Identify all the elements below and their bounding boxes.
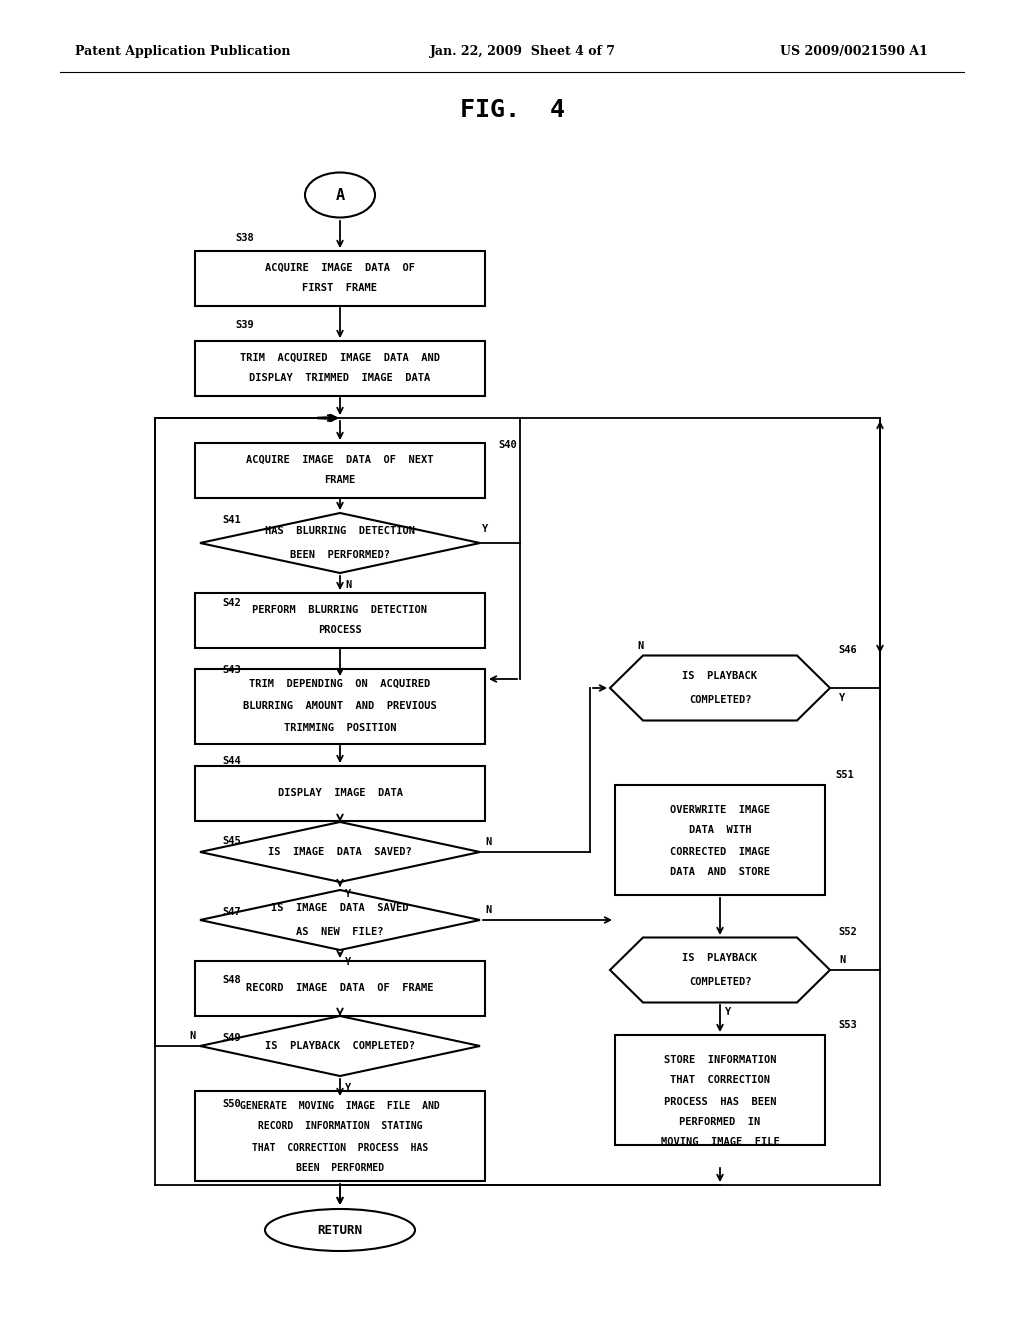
Text: PERFORM  BLURRING  DETECTION: PERFORM BLURRING DETECTION [253, 605, 427, 615]
Text: PROCESS: PROCESS [318, 624, 361, 635]
Text: OVERWRITE  IMAGE: OVERWRITE IMAGE [670, 805, 770, 814]
Text: ACQUIRE  IMAGE  DATA  OF: ACQUIRE IMAGE DATA OF [265, 263, 415, 273]
Polygon shape [200, 513, 480, 573]
Bar [195, 593, 485, 648]
Text: S42: S42 [222, 598, 241, 609]
Text: Y: Y [482, 524, 488, 535]
Text: N: N [188, 1031, 196, 1041]
Text: FRAME: FRAME [325, 475, 355, 484]
Text: S53: S53 [838, 1020, 857, 1030]
Text: PERFORMED  IN: PERFORMED IN [679, 1117, 761, 1127]
Text: HAS  BLURRING  DETECTION: HAS BLURRING DETECTION [265, 525, 415, 536]
Text: IS  IMAGE  DATA  SAVED: IS IMAGE DATA SAVED [271, 903, 409, 913]
Text: Y: Y [725, 1007, 731, 1016]
Polygon shape [610, 937, 830, 1002]
Text: CORRECTED  IMAGE: CORRECTED IMAGE [670, 847, 770, 857]
Bar [615, 785, 825, 895]
Text: BLURRING  AMOUNT  AND  PREVIOUS: BLURRING AMOUNT AND PREVIOUS [243, 701, 437, 711]
Text: US 2009/0021590 A1: US 2009/0021590 A1 [780, 45, 928, 58]
Text: S47: S47 [222, 907, 241, 917]
Text: S52: S52 [838, 927, 857, 937]
Text: S40: S40 [498, 440, 517, 450]
Bar [195, 251, 485, 305]
Text: DATA  AND  STORE: DATA AND STORE [670, 867, 770, 876]
Text: IS  PLAYBACK  COMPLETED?: IS PLAYBACK COMPLETED? [265, 1041, 415, 1051]
Text: S48: S48 [222, 975, 241, 985]
Text: IS  IMAGE  DATA  SAVED?: IS IMAGE DATA SAVED? [268, 847, 412, 857]
Text: STORE  INFORMATION: STORE INFORMATION [664, 1055, 776, 1065]
Text: Y: Y [345, 957, 351, 968]
Text: N: N [345, 579, 351, 590]
Text: Jan. 22, 2009  Sheet 4 of 7: Jan. 22, 2009 Sheet 4 of 7 [430, 45, 616, 58]
Text: A: A [336, 187, 344, 202]
Text: COMPLETED?: COMPLETED? [689, 696, 752, 705]
Bar [195, 1092, 485, 1181]
Text: N: N [485, 906, 492, 915]
Ellipse shape [305, 173, 375, 218]
Text: RECORD  IMAGE  DATA  OF  FRAME: RECORD IMAGE DATA OF FRAME [246, 983, 434, 993]
Text: MOVING  IMAGE  FILE: MOVING IMAGE FILE [660, 1137, 779, 1147]
Bar [195, 766, 485, 821]
Text: THAT  CORRECTION: THAT CORRECTION [670, 1074, 770, 1085]
Text: S38: S38 [234, 234, 254, 243]
Text: TRIM  ACQUIRED  IMAGE  DATA  AND: TRIM ACQUIRED IMAGE DATA AND [240, 352, 440, 363]
Text: COMPLETED?: COMPLETED? [689, 977, 752, 987]
Text: PROCESS  HAS  BEEN: PROCESS HAS BEEN [664, 1097, 776, 1107]
Text: FIRST  FRAME: FIRST FRAME [302, 282, 378, 293]
Text: N: N [839, 954, 845, 965]
Bar [195, 668, 485, 743]
Text: ACQUIRE  IMAGE  DATA  OF  NEXT: ACQUIRE IMAGE DATA OF NEXT [246, 455, 434, 465]
Text: IS  PLAYBACK: IS PLAYBACK [683, 671, 758, 681]
Text: BEEN  PERFORMED?: BEEN PERFORMED? [290, 550, 390, 560]
Bar [195, 341, 485, 396]
Text: S39: S39 [234, 319, 254, 330]
Text: S45: S45 [222, 836, 241, 846]
Text: S49: S49 [222, 1034, 241, 1043]
Text: Y: Y [839, 693, 845, 704]
Polygon shape [200, 822, 480, 882]
Text: S46: S46 [838, 645, 857, 655]
Text: TRIM  DEPENDING  ON  ACQUIRED: TRIM DEPENDING ON ACQUIRED [250, 678, 431, 689]
Ellipse shape [265, 1209, 415, 1251]
Polygon shape [200, 890, 480, 950]
Bar [615, 1035, 825, 1144]
Text: DISPLAY  TRIMMED  IMAGE  DATA: DISPLAY TRIMMED IMAGE DATA [250, 374, 431, 383]
Text: N: N [637, 642, 643, 651]
Text: TRIMMING  POSITION: TRIMMING POSITION [284, 723, 396, 733]
Text: GENERATE  MOVING  IMAGE  FILE  AND: GENERATE MOVING IMAGE FILE AND [240, 1101, 440, 1111]
Text: RETURN: RETURN [317, 1224, 362, 1237]
Text: S44: S44 [222, 756, 241, 766]
Text: RECORD  INFORMATION  STATING: RECORD INFORMATION STATING [258, 1121, 422, 1131]
Text: Y: Y [345, 1082, 351, 1093]
Polygon shape [610, 656, 830, 721]
Text: BEEN  PERFORMED: BEEN PERFORMED [296, 1163, 384, 1173]
Text: S50: S50 [222, 1100, 241, 1109]
Text: N: N [485, 837, 492, 847]
Text: FIG.  4: FIG. 4 [460, 98, 564, 121]
Text: IS  PLAYBACK: IS PLAYBACK [683, 953, 758, 964]
Text: DATA  WITH: DATA WITH [689, 825, 752, 836]
Text: DISPLAY  IMAGE  DATA: DISPLAY IMAGE DATA [278, 788, 402, 799]
Bar [195, 961, 485, 1015]
Text: Patent Application Publication: Patent Application Publication [75, 45, 291, 58]
Text: THAT  CORRECTION  PROCESS  HAS: THAT CORRECTION PROCESS HAS [252, 1143, 428, 1152]
Text: S41: S41 [222, 515, 241, 525]
Text: AS  NEW  FILE?: AS NEW FILE? [296, 927, 384, 937]
Text: S43: S43 [222, 665, 241, 675]
Bar [195, 442, 485, 498]
Text: S51: S51 [835, 770, 854, 780]
Text: Y: Y [345, 888, 351, 899]
Polygon shape [200, 1016, 480, 1076]
